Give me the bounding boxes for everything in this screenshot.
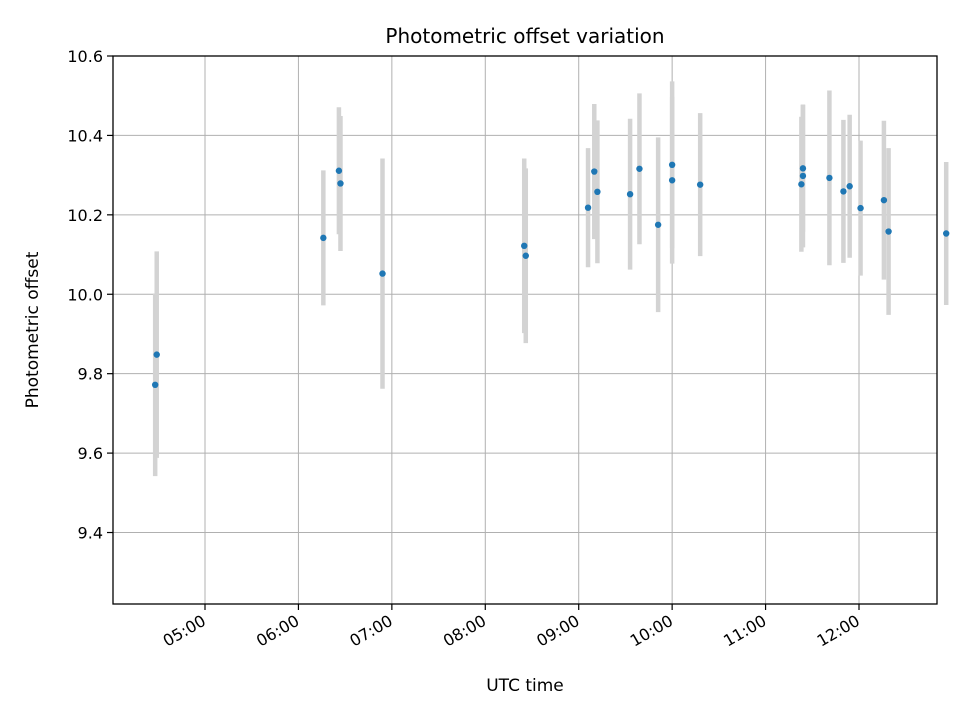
- data-point: [857, 204, 864, 212]
- axis-ticks: 05:00 06:00 07:00 08:00 09:00 10:00 11:00 12:00…: [67, 47, 863, 651]
- data-point: [594, 188, 601, 196]
- x-tick-label: 11:00: [720, 611, 769, 651]
- data-point: [320, 234, 327, 242]
- data-point: [335, 167, 343, 174]
- chart-title: Photometric offset variation: [385, 24, 664, 48]
- data-point: [943, 230, 950, 237]
- y-tick-label: 9.8: [78, 365, 103, 384]
- data-point: [522, 252, 529, 259]
- x-tick-label: 06:00: [253, 611, 302, 651]
- data-point: [153, 351, 160, 358]
- data-point: [626, 190, 634, 198]
- x-tick-label: 10:00: [627, 611, 676, 651]
- data-point: [654, 221, 662, 228]
- y-tick-label: 9.6: [78, 444, 103, 463]
- y-tick-label: 10.0: [67, 285, 103, 304]
- data-point: [379, 270, 386, 277]
- data-point: [846, 183, 853, 190]
- y-tick-label: 9.4: [78, 524, 103, 543]
- data-point: [151, 381, 159, 388]
- y-tick-label: 10.4: [67, 126, 103, 145]
- x-tick-label: 05:00: [160, 611, 209, 651]
- y-tick-label: 10.2: [67, 206, 103, 225]
- data-point: [521, 242, 528, 250]
- x-axis-title: UTC time: [486, 676, 564, 696]
- data-point: [799, 172, 807, 180]
- data-point: [799, 165, 807, 172]
- data-point: [826, 174, 833, 182]
- x-tick-label: 09:00: [533, 611, 582, 651]
- data-point: [840, 188, 847, 195]
- y-axis-title: Photometric offset: [23, 251, 43, 408]
- x-tick-label: 08:00: [440, 611, 489, 651]
- data-point: [668, 161, 676, 169]
- x-tick-label: 07:00: [346, 611, 395, 651]
- data-point: [668, 177, 676, 184]
- data-point: [337, 180, 344, 187]
- data-point: [584, 204, 592, 211]
- data-point: [798, 181, 805, 188]
- data-point: [880, 196, 888, 204]
- data-point: [885, 228, 892, 235]
- y-tick-label: 10.6: [67, 47, 103, 66]
- data-point: [636, 165, 643, 172]
- data-point: [591, 168, 598, 175]
- data-point: [696, 181, 704, 188]
- plot-frame: [112, 55, 938, 605]
- x-tick-label: 12:00: [814, 611, 863, 651]
- plot-data: [151, 81, 950, 477]
